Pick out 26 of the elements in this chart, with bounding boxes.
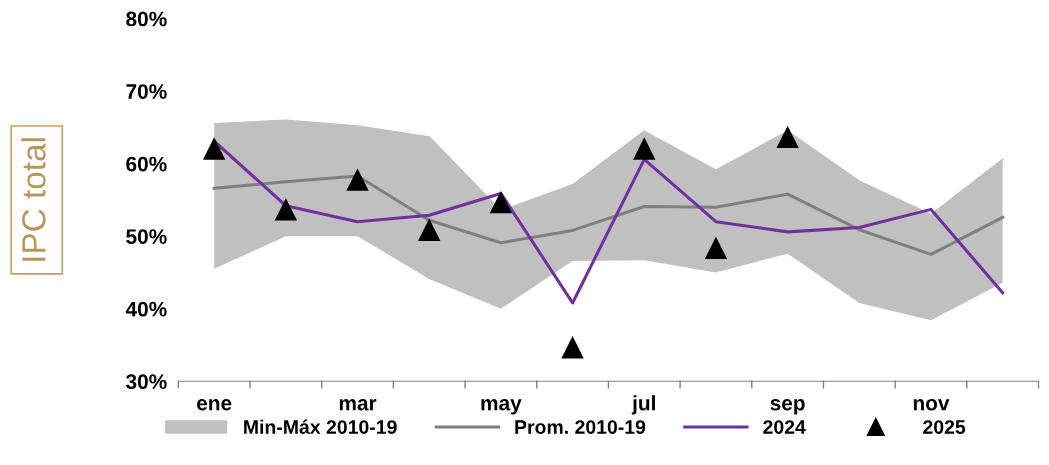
y-tick-label: 60%	[126, 156, 167, 172]
point	[489, 190, 513, 214]
x-tick-label: may	[481, 399, 522, 415]
x-tick-label: ene	[197, 399, 232, 411]
point	[274, 198, 298, 221]
x-tick-label: jul	[631, 395, 655, 415]
point	[704, 236, 728, 260]
legend-label: 2025	[923, 420, 966, 434]
point	[346, 168, 369, 191]
x-tick-label: sep	[770, 399, 805, 415]
y-tick-label: 40%	[125, 301, 167, 317]
point	[418, 218, 441, 241]
point	[561, 336, 584, 359]
y-tick-label: 70%	[126, 84, 167, 99]
point	[633, 137, 656, 160]
point	[776, 125, 799, 149]
x-tick-label: nov	[913, 399, 950, 411]
y-tick-label: 80%	[126, 11, 167, 27]
y-axis-title: IPC total	[21, 138, 46, 261]
y-tick-label: 30%	[126, 374, 167, 390]
legend-label: 2024	[763, 420, 806, 434]
legend-label: Prom. 2010-19	[515, 420, 646, 434]
x-tick-label: mar	[339, 399, 377, 411]
point	[202, 137, 226, 160]
legend-label: Min-Máx 2010-19	[244, 419, 397, 434]
y-tick-label: 50%	[126, 229, 167, 244]
